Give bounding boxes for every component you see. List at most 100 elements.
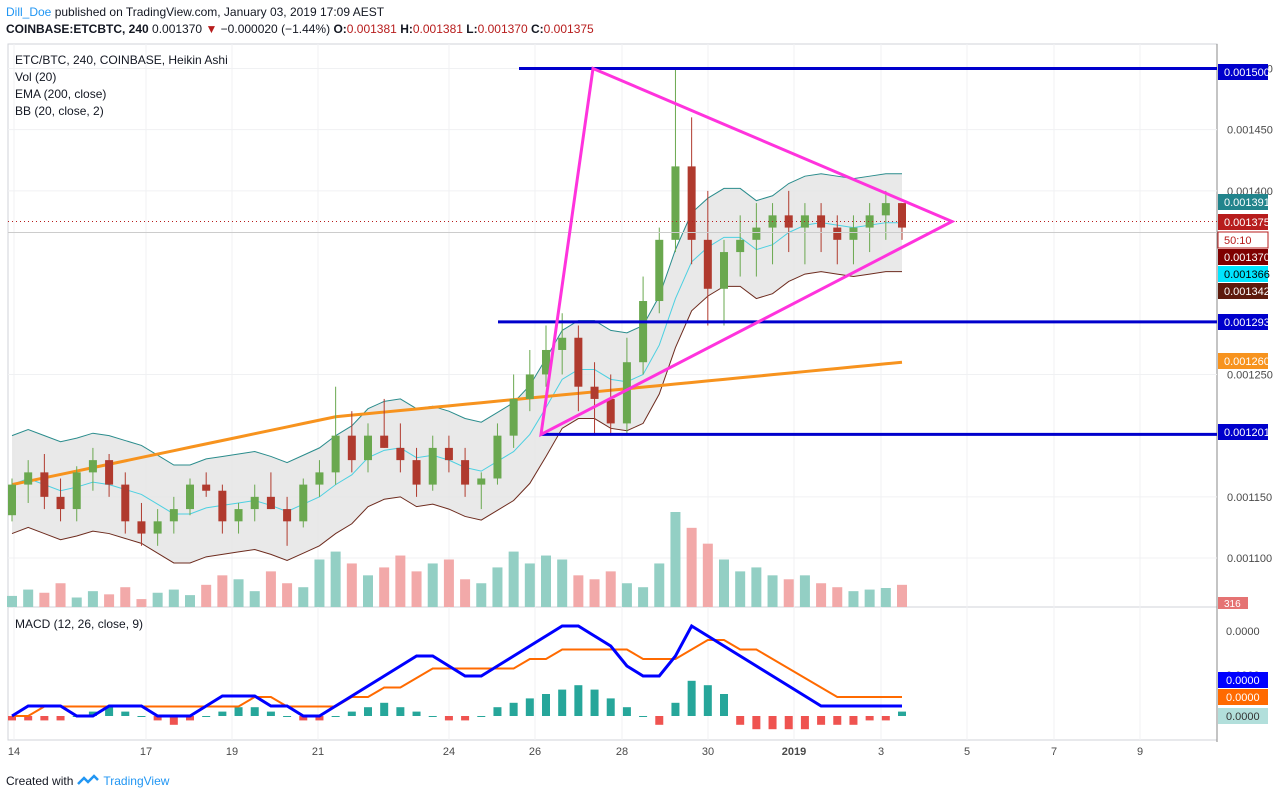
macd-histogram-bar [703, 685, 712, 716]
macd-histogram-bar [477, 716, 486, 717]
candle-body [736, 239, 745, 253]
candle-body [509, 398, 518, 436]
volume-bar [783, 579, 794, 607]
macd-histogram-bar [396, 707, 405, 716]
candle-body [137, 521, 146, 534]
candle-body [412, 460, 421, 485]
macd-histogram-bar [250, 707, 259, 716]
price-label-text: 0.001370 [1224, 252, 1270, 264]
candle-body [525, 374, 534, 399]
bb-basis-line [11, 222, 902, 515]
volume-bar [848, 591, 859, 607]
candle-body [461, 460, 470, 485]
candle-body [24, 472, 33, 485]
macd-histogram-bar [768, 716, 777, 730]
volume-bar [443, 559, 454, 607]
macd-histogram-bar [364, 707, 372, 716]
candle-body [881, 203, 890, 216]
candle-body [493, 435, 502, 479]
price-label-box [1218, 64, 1268, 80]
volume-bar [702, 543, 713, 607]
macd-label-text: 0.0000 [1226, 711, 1260, 723]
volume-bar [265, 571, 276, 607]
candle-body [315, 472, 324, 485]
macd-histogram-bar [88, 711, 97, 716]
candle-body [347, 435, 356, 461]
macd-histogram-bar [461, 716, 470, 721]
macd-histogram-bar [169, 716, 178, 725]
candle-body [833, 227, 842, 240]
macd-histogram-bar [315, 716, 324, 721]
volume-label-text: 316 [1224, 599, 1241, 610]
candle-body [720, 252, 728, 289]
volume-bar [605, 571, 616, 607]
volume-bar [395, 555, 406, 607]
price-tick-label: 0.001250 [1227, 369, 1273, 381]
macd-histogram-bar [833, 716, 842, 725]
candle-body [40, 472, 49, 497]
price-tick-label: 0.001450 [1227, 125, 1273, 137]
legend-vol[interactable]: Vol (20) [15, 70, 57, 84]
volume-bar [201, 584, 212, 607]
macd-histogram-bar [412, 711, 421, 716]
date-tick-label: 28 [616, 746, 628, 758]
volume-bar [670, 512, 681, 607]
volume-bar [524, 563, 535, 607]
volume-bar [152, 592, 163, 607]
candle-body [817, 215, 826, 228]
macd-histogram-bar [898, 711, 906, 716]
date-tick-label: 24 [443, 746, 455, 758]
candle-body [558, 337, 567, 350]
volume-bar [799, 575, 810, 607]
price-label-box [1217, 231, 1269, 249]
macd-histogram-bar [655, 716, 664, 725]
volume-bar [168, 589, 179, 607]
date-tick-label: 2019 [782, 746, 806, 758]
macd-histogram-bar [40, 716, 49, 721]
macd-histogram-bar [137, 716, 146, 717]
brand-link[interactable]: TradingView [103, 774, 170, 788]
volume-bar [217, 575, 228, 607]
macd-legend[interactable]: MACD (12, 26, close, 9) [15, 617, 144, 631]
close-value: 0.001375 [543, 22, 594, 36]
macd-histogram-bar [800, 716, 809, 730]
price-label-box [1218, 353, 1268, 369]
price-tick-label: 0.001150 [1227, 492, 1272, 504]
price-change: −0.000020 (−1.44%) [220, 22, 331, 36]
author-link[interactable]: Dill_Doe [6, 5, 52, 19]
candle-body [639, 301, 648, 363]
macd-histogram-bar [428, 716, 437, 717]
close-label: C: [531, 22, 544, 36]
macd-histogram-bar [784, 716, 793, 730]
volume-bar [120, 587, 131, 607]
volume-bar [638, 587, 649, 607]
volume-bar [460, 579, 471, 607]
volume-bar [185, 595, 195, 607]
candle-body [671, 166, 680, 240]
candle-body [542, 349, 550, 375]
symbol-name: COINBASE:ETCBTC, 240 [6, 22, 149, 36]
macd-histogram-bar [56, 716, 65, 721]
macd-histogram-bar [606, 698, 615, 716]
open-value: 0.001381 [346, 22, 397, 36]
price-label-text: 0.001201 [1224, 427, 1270, 439]
date-tick-label: 5 [964, 746, 970, 758]
volume-bar [363, 575, 373, 607]
legend-ema[interactable]: EMA (200, close) [15, 87, 107, 101]
legend-bb[interactable]: BB (20, close, 2) [15, 104, 104, 118]
candle-body [266, 496, 275, 510]
macd-tick-label: 0.0000 [1226, 626, 1260, 638]
macd-histogram-bar [105, 707, 114, 716]
macd-label-box [1218, 689, 1268, 705]
candle-body [153, 521, 162, 534]
macd-histogram-bar [153, 716, 162, 721]
macd-histogram-bar [849, 716, 858, 725]
macd-histogram-bar [639, 716, 648, 717]
candle-body [444, 447, 453, 461]
published-text: published on TradingView.com, January 03… [54, 5, 385, 19]
candle-body [590, 386, 599, 399]
macd-histogram-bar [218, 711, 227, 716]
price-tick-label: 0.001100 [1227, 553, 1272, 565]
candle-body [622, 362, 631, 424]
